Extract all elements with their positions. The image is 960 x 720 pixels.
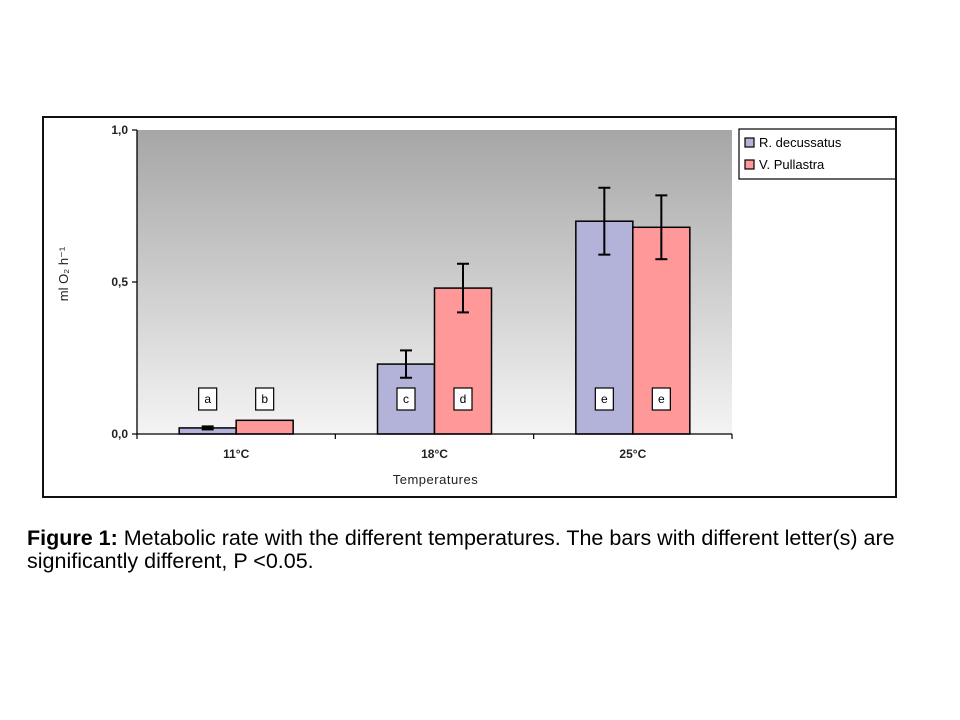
significance-letter: a <box>204 392 211 406</box>
letter-box <box>453 387 473 411</box>
legend-box <box>738 128 895 180</box>
x-tick-label: 18°C <box>421 447 448 461</box>
figure-caption: Figure 1: Metabolic rate with the differ… <box>27 527 927 573</box>
bar-chart: a c e b d e 0,0 0,5 1,0 ml O₂ h⁻¹ 11°C 18°C 25°C Tem… <box>56 123 895 487</box>
significance-letter: c <box>403 392 409 406</box>
significance-letter: b <box>261 392 268 406</box>
letter-box <box>594 387 614 411</box>
legend-swatch <box>744 137 755 148</box>
chart-frame: a c e b d e 0,0 0,5 1,0 ml O₂ h⁻¹ 11°C 18°C 25°C Tem… <box>42 116 897 498</box>
significance-letter: e <box>601 392 608 406</box>
caption-text: Metabolic rate with the different temper… <box>27 526 895 573</box>
legend-label: V. Pullastra <box>759 157 825 172</box>
letter-box <box>651 387 671 411</box>
y-tick-label: 0,0 <box>111 427 128 441</box>
significance-letter: d <box>460 392 467 406</box>
legend: R. decussatus V. Pullastra <box>738 128 895 180</box>
significance-letter: e <box>658 392 665 406</box>
x-tick-label: 25°C <box>619 447 646 461</box>
letter-box <box>255 387 275 411</box>
x-axis-label: Temperatures <box>393 472 478 487</box>
legend-label: R. decussatus <box>759 135 842 150</box>
y-tick-label: 1,0 <box>111 123 128 137</box>
legend-swatch <box>744 159 755 170</box>
letter-box <box>198 387 218 411</box>
x-tick-label: 11°C <box>223 447 249 461</box>
letter-box <box>396 387 416 411</box>
bar-1-0 <box>235 419 294 435</box>
y-axis-label: ml O₂ h⁻¹ <box>56 246 71 301</box>
y-tick-label: 0,5 <box>111 275 128 289</box>
caption-label: Figure 1: <box>27 526 118 550</box>
